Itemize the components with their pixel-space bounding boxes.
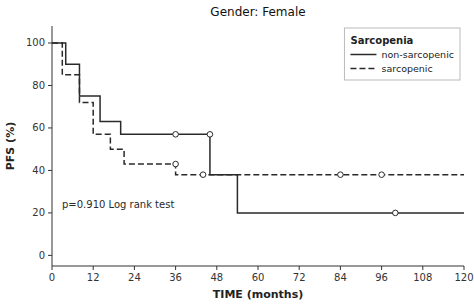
x-tick bbox=[299, 266, 300, 270]
title: Gender: Female bbox=[210, 5, 305, 19]
x-tick-label: 120 bbox=[454, 272, 473, 283]
y-axis-line bbox=[52, 26, 53, 266]
y-tick-label: 80 bbox=[32, 80, 45, 91]
censor-mark bbox=[207, 132, 213, 138]
plot-area bbox=[52, 43, 464, 216]
legend-swatch bbox=[350, 54, 376, 56]
censor-mark bbox=[173, 132, 179, 138]
y-tick-label: 60 bbox=[32, 122, 45, 133]
y-tick bbox=[48, 127, 52, 128]
x-tick bbox=[464, 266, 465, 270]
x-tick-label: 24 bbox=[128, 272, 141, 283]
chart: 0 12 24 36 48 60 72 84 96 108 120 0 20 40 60 80 100 TIME … bbox=[0, 0, 474, 306]
x-tick-label: 36 bbox=[169, 272, 182, 283]
x-tick bbox=[134, 266, 135, 270]
y-tick bbox=[48, 212, 52, 213]
x-tick bbox=[258, 266, 259, 270]
censor-mark bbox=[379, 172, 385, 178]
x-axis-label: TIME (months) bbox=[213, 288, 303, 301]
legend-box bbox=[344, 28, 460, 80]
x-tick bbox=[52, 266, 53, 270]
x-tick bbox=[422, 266, 423, 270]
survival-line bbox=[52, 43, 464, 213]
x-tick-label: 12 bbox=[87, 272, 100, 283]
x-tick-label: 0 bbox=[49, 272, 55, 283]
censor-mark bbox=[393, 210, 399, 216]
y-tick bbox=[48, 170, 52, 171]
x-tick-label: 72 bbox=[293, 272, 306, 283]
censor-mark bbox=[173, 161, 179, 167]
x-tick bbox=[381, 266, 382, 270]
annotation: p=0.910 Log rank test bbox=[62, 199, 174, 210]
x-tick-label: 96 bbox=[375, 272, 388, 283]
legend: Sarcopenia non-sarcopenic sarcopenic bbox=[344, 28, 460, 80]
y-tick-label: 0 bbox=[39, 250, 45, 261]
y-tick-label: 20 bbox=[32, 207, 45, 218]
x-tick bbox=[340, 266, 341, 270]
x-tick-label: 108 bbox=[413, 272, 432, 283]
y-tick bbox=[48, 255, 52, 256]
y-tick bbox=[48, 42, 52, 43]
x-tick bbox=[216, 266, 217, 270]
x-tick-label: 48 bbox=[210, 272, 223, 283]
y-axis-label: PFS (%) bbox=[4, 122, 17, 170]
x-tick bbox=[93, 266, 94, 270]
survival-line bbox=[52, 43, 464, 175]
x-tick bbox=[175, 266, 176, 270]
legend-title: Sarcopenia bbox=[350, 35, 413, 46]
legend-label: non-sarcopenic bbox=[381, 49, 454, 60]
y-tick bbox=[48, 85, 52, 86]
x-tick-label: 84 bbox=[334, 272, 347, 283]
y-tick-label: 40 bbox=[32, 165, 45, 176]
legend-label: sarcopenic bbox=[381, 63, 432, 74]
legend-swatch bbox=[350, 68, 376, 70]
y-tick-label: 100 bbox=[26, 37, 45, 48]
censor-mark bbox=[338, 172, 344, 178]
x-tick-label: 60 bbox=[252, 272, 265, 283]
censor-mark bbox=[200, 172, 206, 178]
